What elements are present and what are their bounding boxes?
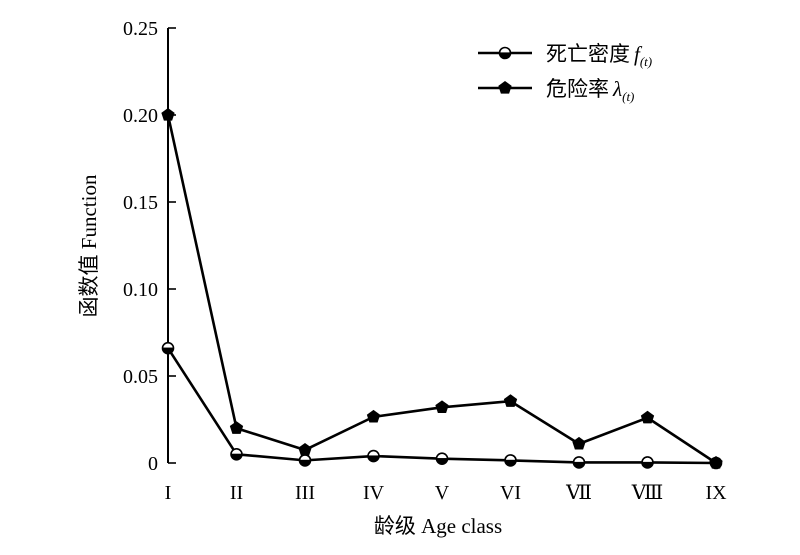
y-tick-label: 0 [148,453,158,475]
data-point [641,456,654,469]
legend-label-hazard: 危险率 λ(t) [546,77,634,104]
data-point [572,456,586,469]
x-tick-label: II [230,482,243,504]
data-point [229,421,244,434]
x-tick-label: Ⅶ [565,482,592,504]
data-point [709,456,723,469]
x-tick-label: V [435,482,450,504]
x-tick-label: IV [363,482,385,504]
legend-circle-marker [498,46,512,60]
data-point [435,400,449,413]
legend: 死亡密度 f(t) 危险率 λ(t) [478,42,652,104]
x-tick-label: IX [705,482,727,504]
y-tick-label: 0.15 [123,192,158,214]
data-point [230,447,243,461]
x-axis-title: 龄级 Age class [374,514,502,538]
y-tick-label: 0.10 [123,279,158,301]
x-tick-label: III [295,482,315,504]
legend-pentagon-marker [498,81,512,94]
y-tick-label: 0.20 [123,105,158,127]
legend-marker-hazard [498,81,512,94]
y-axis-title: 函数值 Function [77,174,101,317]
x-tick-label: Ⅷ [631,482,664,504]
data-point [367,449,380,463]
data-point [161,341,175,355]
data-point [366,409,381,423]
data-point [298,454,312,467]
data-point [435,452,449,465]
data-point [640,410,655,424]
data-point [572,436,586,450]
axes: 00.050.100.150.200.25I II III IV V VI Ⅶ Ⅷ IX [123,18,727,504]
legend-label-mortality: 死亡密度 f(t) [546,42,652,69]
legend-marker-mortality [498,46,512,60]
x-tick-label: VI [500,482,521,504]
data-point [504,454,517,467]
x-tick-label: I [165,482,172,504]
data-point [161,108,175,121]
data-point [298,442,312,456]
series-layer [161,108,723,470]
data-point [503,394,518,407]
y-tick-label: 0.05 [123,366,158,388]
y-tick-label: 0.25 [123,18,158,40]
